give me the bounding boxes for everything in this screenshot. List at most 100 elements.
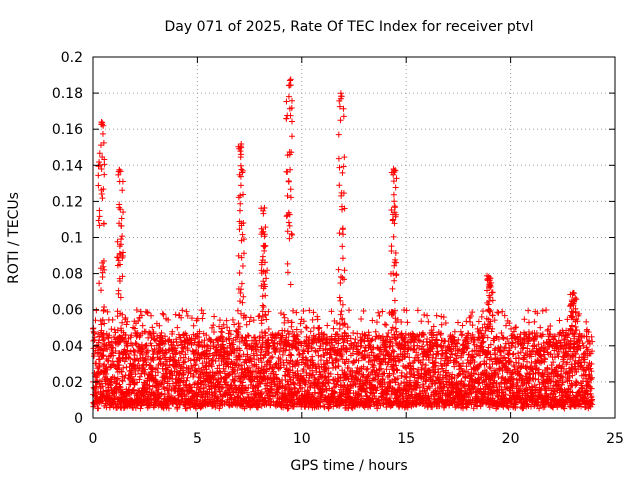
- data-point: [286, 373, 293, 380]
- data-point: [310, 371, 317, 378]
- data-point: [372, 374, 379, 381]
- data-point: [128, 332, 135, 339]
- data-point: [166, 362, 173, 369]
- data-point: [243, 389, 250, 396]
- data-point: [190, 372, 197, 379]
- data-point: [188, 384, 195, 391]
- data-point: [277, 357, 284, 364]
- data-point: [174, 342, 181, 349]
- data-point: [152, 372, 159, 379]
- data-point: [218, 385, 225, 392]
- data-point: [158, 329, 165, 336]
- data-point: [199, 315, 206, 322]
- data-point: [151, 336, 158, 343]
- data-point: [137, 405, 144, 412]
- data-point: [116, 361, 123, 368]
- data-point: [259, 341, 266, 348]
- data-point: [317, 402, 324, 409]
- data-point: [323, 357, 330, 364]
- data-point: [322, 374, 329, 381]
- data-point: [394, 375, 401, 382]
- data-point: [201, 337, 208, 344]
- data-point: [364, 365, 371, 372]
- data-point: [281, 314, 288, 321]
- data-point: [165, 316, 172, 323]
- data-point: [122, 314, 129, 321]
- data-point: [244, 332, 251, 339]
- data-point: [142, 366, 149, 373]
- data-point: [164, 366, 171, 373]
- data-point: [373, 387, 380, 394]
- data-point: [293, 309, 300, 316]
- data-point: [215, 378, 222, 385]
- data-point: [198, 307, 205, 314]
- data-point: [293, 392, 300, 399]
- data-point: [256, 312, 263, 319]
- data-point: [124, 343, 131, 350]
- data-point: [227, 331, 234, 338]
- data-point: [319, 337, 326, 344]
- data-point: [299, 384, 306, 391]
- data-point: [104, 308, 111, 315]
- data-point: [293, 331, 300, 338]
- data-point: [133, 307, 140, 314]
- data-point: [367, 403, 374, 410]
- data-point: [280, 362, 287, 369]
- data-point: [231, 378, 238, 385]
- data-point: [315, 361, 322, 368]
- data-point: [174, 405, 181, 412]
- data-point: [202, 381, 209, 388]
- data-point: [138, 312, 145, 319]
- data-point: [300, 307, 307, 314]
- data-point: [407, 363, 414, 370]
- data-point: [360, 363, 367, 370]
- data-point: [360, 354, 367, 361]
- data-point: [130, 387, 137, 394]
- data-point: [216, 362, 223, 369]
- data-point: [288, 352, 295, 359]
- data-point: [314, 316, 321, 323]
- data-point: [307, 328, 314, 335]
- data-point: [404, 404, 411, 411]
- data-point: [285, 317, 292, 324]
- data-point: [187, 370, 194, 377]
- data-point: [402, 330, 409, 337]
- data-point: [184, 347, 191, 354]
- data-point: [257, 355, 264, 362]
- data-point: [378, 365, 385, 372]
- data-point: [198, 379, 205, 386]
- data-point: [114, 327, 121, 334]
- data-point: [310, 309, 317, 316]
- data-point: [247, 314, 254, 321]
- data-point: [384, 373, 391, 380]
- data-point: [300, 318, 307, 325]
- data-point: [361, 331, 368, 338]
- data-point: [368, 349, 375, 356]
- data-point: [276, 348, 283, 355]
- data-point: [334, 371, 341, 378]
- data-point: [286, 346, 293, 353]
- data-point: [295, 346, 302, 353]
- data-point: [350, 344, 357, 351]
- data-point: [179, 365, 186, 372]
- data-point: [214, 347, 221, 354]
- data-point: [267, 402, 274, 409]
- data-point: [327, 371, 334, 378]
- data-point: [203, 332, 210, 339]
- data-point: [149, 324, 156, 331]
- data-point: [214, 365, 221, 372]
- data-point: [246, 318, 253, 325]
- data-point: [389, 347, 396, 354]
- data-point: [116, 339, 123, 346]
- data-point: [179, 344, 186, 351]
- data-point: [138, 402, 145, 409]
- data-point: [305, 348, 312, 355]
- data-point: [308, 344, 315, 351]
- data-point: [159, 310, 166, 317]
- data-point: [373, 369, 380, 376]
- data-point: [212, 358, 219, 365]
- data-point: [171, 363, 178, 370]
- data-point: [296, 351, 303, 358]
- data-point: [243, 337, 250, 344]
- data-point: [393, 362, 400, 369]
